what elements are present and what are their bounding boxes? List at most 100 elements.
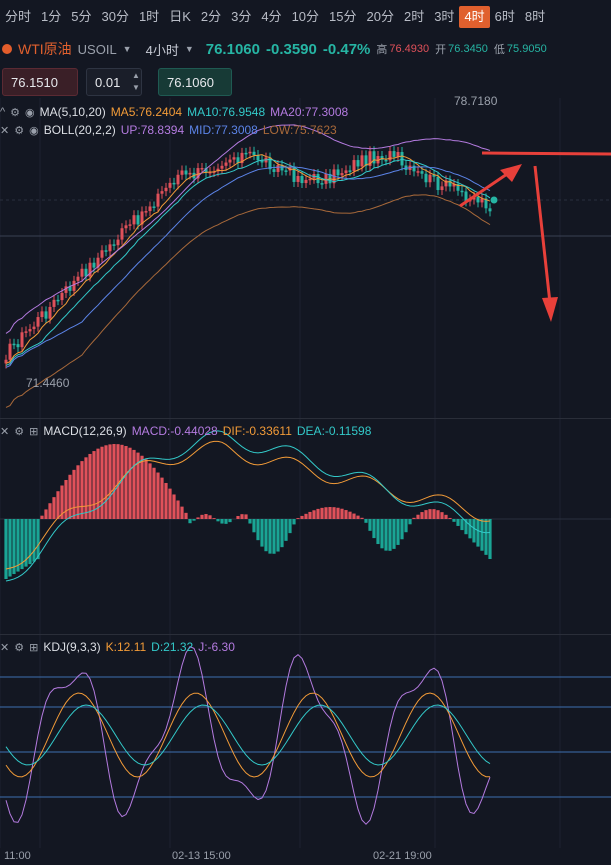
low-label: 低 <box>493 44 505 56</box>
kdj-pane[interactable]: ✕ ⚙ ⊞ KDJ(9,3,3) K:12.11 D:21.32 J:-6.30 <box>0 634 611 848</box>
macd-histogram-bar <box>148 463 152 519</box>
order-bar: 76.1510 0.01 ▲ ▼ 76.1060 <box>0 66 611 98</box>
macd-chart[interactable] <box>0 419 611 634</box>
macd-histogram-bar <box>112 444 116 519</box>
macd-pane[interactable]: ✕ ⚙ ⊞ MACD(12,26,9) MACD:-0.44028 DIF:-0… <box>0 418 611 634</box>
macd-histogram-bar <box>456 519 460 526</box>
expand-icon[interactable]: ⊞ <box>29 641 39 654</box>
macd-histogram-bar <box>400 519 404 540</box>
price-chart[interactable] <box>0 98 611 418</box>
open-value: 76.3450 <box>448 43 488 55</box>
sell-price-button[interactable]: 76.1510 <box>2 68 78 96</box>
macd-histogram-bar <box>488 519 492 559</box>
tab-0[interactable]: 分时 <box>5 9 32 24</box>
macd-histogram-bar <box>40 515 44 519</box>
period-selector[interactable]: 4小时 <box>145 42 179 58</box>
macd-histogram-bar <box>8 519 12 577</box>
macd-histogram-bar <box>292 519 296 525</box>
candle-body <box>320 183 324 185</box>
tab-3[interactable]: 30分 <box>101 9 129 24</box>
candle-body <box>28 329 32 332</box>
tab-15[interactable]: 6时 <box>494 9 515 24</box>
tab-2[interactable]: 5分 <box>71 9 92 24</box>
candle-body <box>168 182 172 188</box>
chevron-down-icon[interactable]: ▼ <box>122 44 132 54</box>
candle-body <box>476 196 480 203</box>
buy-price-button[interactable]: 76.1060 <box>158 68 232 96</box>
macd-histogram-bar <box>348 511 352 519</box>
quantity-input[interactable]: 0.01 <box>86 68 142 96</box>
symbol-code[interactable]: USOIL <box>77 41 117 57</box>
candle-body <box>32 326 36 330</box>
settings-icon[interactable]: ⚙ <box>10 106 21 119</box>
tab-11[interactable]: 20分 <box>366 9 394 24</box>
kdj-chart[interactable] <box>0 635 611 848</box>
macd-histogram-bar <box>296 518 300 519</box>
candle-body <box>300 175 304 184</box>
macd-histogram-bar <box>472 519 476 543</box>
tab-5[interactable]: 日K <box>169 9 191 24</box>
candle-body <box>448 180 452 187</box>
macd-histogram-bar <box>28 519 32 565</box>
current-price-dot <box>490 196 498 204</box>
macd-histogram-bar <box>136 452 140 519</box>
close-icon[interactable]: ✕ <box>0 641 10 654</box>
macd-histogram-bar <box>428 509 432 519</box>
collapse-icon[interactable]: ^ <box>0 106 6 118</box>
macd-histogram-bar <box>152 467 156 519</box>
tab-9[interactable]: 10分 <box>291 9 320 24</box>
settings-icon[interactable]: ⚙ <box>14 425 25 438</box>
eye-icon[interactable]: ◉ <box>25 106 35 119</box>
tab-7[interactable]: 3分 <box>231 9 252 24</box>
macd-histogram-bar <box>76 465 80 519</box>
macd-histogram-bar <box>376 519 380 545</box>
macd-histogram-bar <box>344 510 348 519</box>
boll-up-line <box>5 124 491 334</box>
macd-histogram-bar <box>448 517 452 519</box>
candle-body <box>356 160 360 167</box>
dif-value: DIF:-0.33611 <box>222 424 292 438</box>
macd-histogram-bar <box>24 519 28 567</box>
tab-4[interactable]: 1时 <box>138 9 160 24</box>
close-icon[interactable]: ✕ <box>0 425 10 438</box>
symbol-name[interactable]: WTI原油 <box>18 41 72 57</box>
candle-body <box>180 170 184 175</box>
tab-16[interactable]: 8时 <box>524 9 546 24</box>
candle-body <box>344 170 348 174</box>
candle-body <box>128 224 132 226</box>
time-label: 02-13 15:00 <box>172 850 231 862</box>
candle-body <box>428 174 432 183</box>
macd-histogram-bar <box>312 510 316 519</box>
chevron-down-icon[interactable]: ▼ <box>184 44 194 54</box>
macd-histogram-bar <box>316 508 320 519</box>
tab-12[interactable]: 2时 <box>403 9 425 24</box>
candle-body <box>480 198 484 203</box>
candle-body <box>152 206 156 208</box>
ma-legend: ^ ⚙ ◉ MA(5,10,20) MA5:76.2404 MA10:76.95… <box>0 103 348 121</box>
settings-icon[interactable]: ⚙ <box>14 124 25 137</box>
settings-icon[interactable]: ⚙ <box>14 641 25 654</box>
candle-body <box>60 292 64 301</box>
tab-13[interactable]: 3时 <box>434 9 455 24</box>
macd-histogram-bar <box>172 494 176 519</box>
candle-body <box>388 151 392 161</box>
eye-icon[interactable]: ◉ <box>29 124 39 137</box>
macd-histogram-bar <box>32 519 36 562</box>
tab-10[interactable]: 15分 <box>329 9 357 24</box>
candle-body <box>112 244 116 246</box>
tab-6[interactable]: 2分 <box>200 9 222 24</box>
macd-histogram-bar <box>484 519 488 555</box>
macd-histogram-bar <box>128 447 132 519</box>
price-pane[interactable]: ^ ⚙ ◉ MA(5,10,20) MA5:76.2404 MA10:76.95… <box>0 94 611 418</box>
macd-histogram-bar <box>228 519 232 523</box>
period-tab-bar: 分时 1分 5分 30分 1时 日K 2分 3分 4分 10分 15分 20分 2时 3时 4时 6时 8时 <box>0 0 611 34</box>
quantity-stepper[interactable]: ▲ ▼ <box>132 71 140 92</box>
tab-14[interactable]: 4时 <box>459 6 490 28</box>
expand-icon[interactable]: ⊞ <box>29 425 39 438</box>
candle-body <box>196 168 200 179</box>
ma-indicator-name: MA(5,10,20) <box>39 105 106 119</box>
tab-1[interactable]: 1分 <box>41 9 62 24</box>
tab-8[interactable]: 4分 <box>261 9 282 24</box>
candle-body <box>40 311 44 318</box>
close-icon[interactable]: ✕ <box>0 124 10 137</box>
